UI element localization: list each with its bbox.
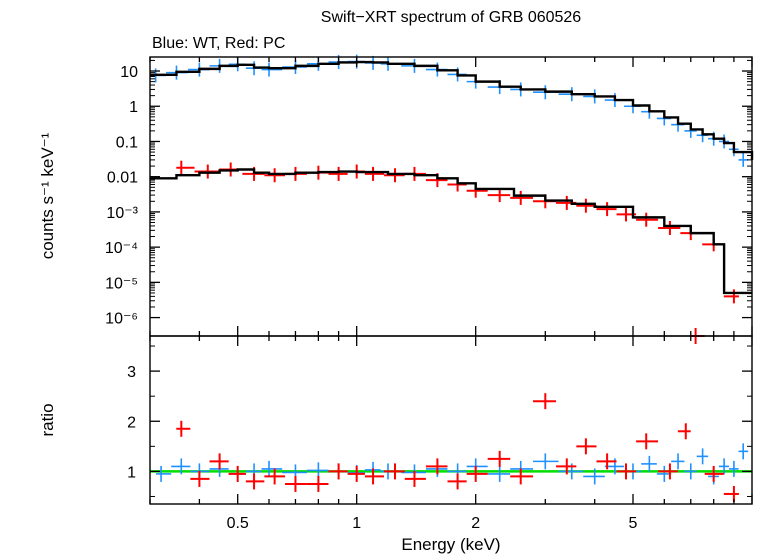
y-tick-label: 10⁻⁵ — [105, 275, 138, 292]
y-tick-label: 10 — [120, 64, 138, 81]
top-panel-frame — [149, 56, 753, 337]
ratio-y-tick-label: 3 — [127, 364, 136, 381]
bottom-panel-frame — [149, 335, 753, 505]
x-axis-label: Energy (keV) — [401, 535, 500, 554]
ratio-series-0 — [156, 443, 749, 485]
x-tick-label: 0.5 — [227, 515, 249, 532]
y-tick-label: 10⁻⁴ — [105, 240, 138, 257]
ratio-y-tick-label: 2 — [127, 414, 136, 431]
x-tick-label: 5 — [629, 515, 638, 532]
y-tick-label: 0.1 — [116, 134, 138, 151]
ratio-y-tick-label: 1 — [127, 464, 136, 481]
axes-layer: 0.5 1 2 5 10 1 0.1 0.01 10⁻³ 10⁻⁴ 10⁻⁵ 10⁻⁶ 1 2 3 — [105, 56, 753, 532]
bottom-y-axis-label: ratio — [38, 403, 57, 436]
model-line-3 — [150, 168, 752, 295]
chart-title: Swift−XRT spectrum of GRB 060526 — [321, 9, 582, 26]
model-line-2 — [150, 60, 754, 160]
ratio-series-1 — [176, 328, 739, 502]
y-tick-label: 0.01 — [107, 170, 138, 187]
x-tick-label: 1 — [352, 515, 361, 532]
y-tick-label: 10⁻⁶ — [105, 311, 138, 328]
data-layer — [150, 54, 754, 502]
x-tick-label: 2 — [471, 515, 480, 532]
chart-subtitle: Blue: WT, Red: PC — [152, 35, 285, 52]
text-layer: Swift−XRT spectrum of GRB 060526 Blue: W… — [38, 9, 581, 554]
y-tick-label: 1 — [129, 99, 138, 116]
y-tick-label: 10⁻³ — [106, 205, 138, 222]
top-y-axis-label: counts s⁻¹ keV⁻¹ — [38, 132, 57, 259]
